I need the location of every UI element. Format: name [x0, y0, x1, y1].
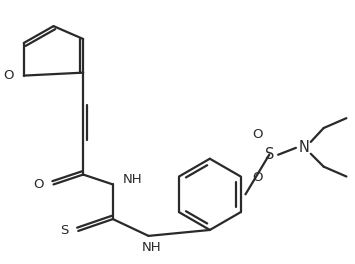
Text: O: O [4, 69, 14, 82]
Text: O: O [252, 171, 263, 184]
Text: S: S [264, 147, 274, 162]
Text: O: O [33, 178, 44, 191]
Text: S: S [60, 224, 69, 237]
Text: NH: NH [123, 173, 142, 186]
Text: NH: NH [142, 241, 161, 254]
Text: O: O [252, 129, 263, 142]
Text: N: N [299, 140, 309, 155]
